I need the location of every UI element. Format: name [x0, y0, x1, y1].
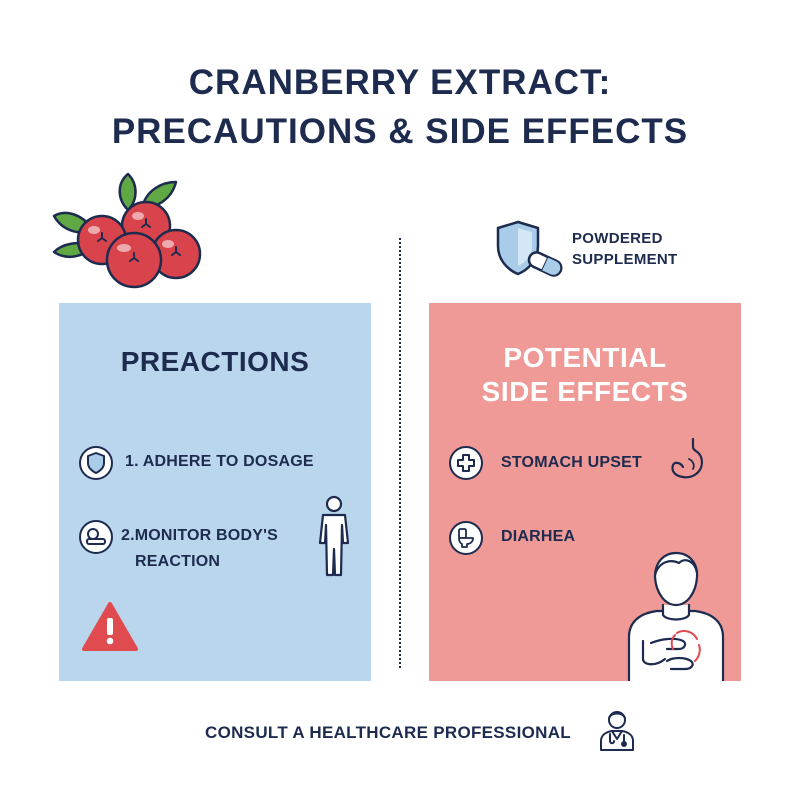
- precaution-item-monitor-line-2: REACTION: [135, 553, 221, 570]
- supplement-line-1: POWDERED: [572, 230, 663, 247]
- precaution-item-dosage: 1. ADHERE TO DOSAGE: [125, 453, 314, 470]
- supplement-line-2: SUPPLEMENT: [572, 251, 678, 268]
- side-effects-heading: POTENTIAL SIDE EFFECTS: [429, 341, 741, 409]
- warning-icon: [82, 602, 138, 651]
- doctor-icon: [600, 711, 634, 751]
- stomach-ache-person-icon: [627, 551, 725, 681]
- toilet-icon: [449, 521, 483, 555]
- person-icon: [318, 495, 350, 577]
- scale-icon: [79, 520, 113, 554]
- title-line-1: CRANBERRY EXTRACT:: [188, 63, 612, 102]
- medical-cross-icon: [449, 446, 483, 480]
- supplement-label: POWDERED SUPPLEMENT: [572, 228, 712, 270]
- side-effect-item-stomach-upset: STOMACH UPSET: [501, 454, 642, 471]
- cranberries-icon: [52, 172, 202, 289]
- side-effects-heading-line-1: POTENTIAL: [503, 342, 667, 373]
- precautions-panel: PREACTIONS 1. ADHERE TO DOSAGE 2.MONITOR…: [59, 303, 371, 681]
- shield-capsule-icon: [496, 220, 563, 277]
- consult-professional-text: CONSULT A HEALTHCARE PROFESSIONAL: [205, 723, 571, 742]
- page-title: CRANBERRY EXTRACT: PRECAUTIONS & SIDE EF…: [0, 58, 800, 156]
- side-effects-panel: POTENTIAL SIDE EFFECTS STOMACH UPSET DIA…: [429, 303, 741, 681]
- side-effects-heading-line-2: SIDE EFFECTS: [481, 376, 689, 407]
- dotted-divider: [399, 238, 401, 668]
- title-line-2: PRECAUTIONS & SIDE EFFECTS: [111, 112, 689, 151]
- stomach-icon: [671, 437, 703, 479]
- precaution-item-monitor: 2.MONITOR BODY'S REACTION: [121, 525, 278, 573]
- precautions-heading: PREACTIONS: [120, 346, 310, 377]
- side-effect-item-diarrhea: DIARHEA: [501, 528, 576, 545]
- precaution-item-monitor-line-1: 2.MONITOR BODY'S: [121, 527, 278, 544]
- shield-icon: [79, 446, 113, 480]
